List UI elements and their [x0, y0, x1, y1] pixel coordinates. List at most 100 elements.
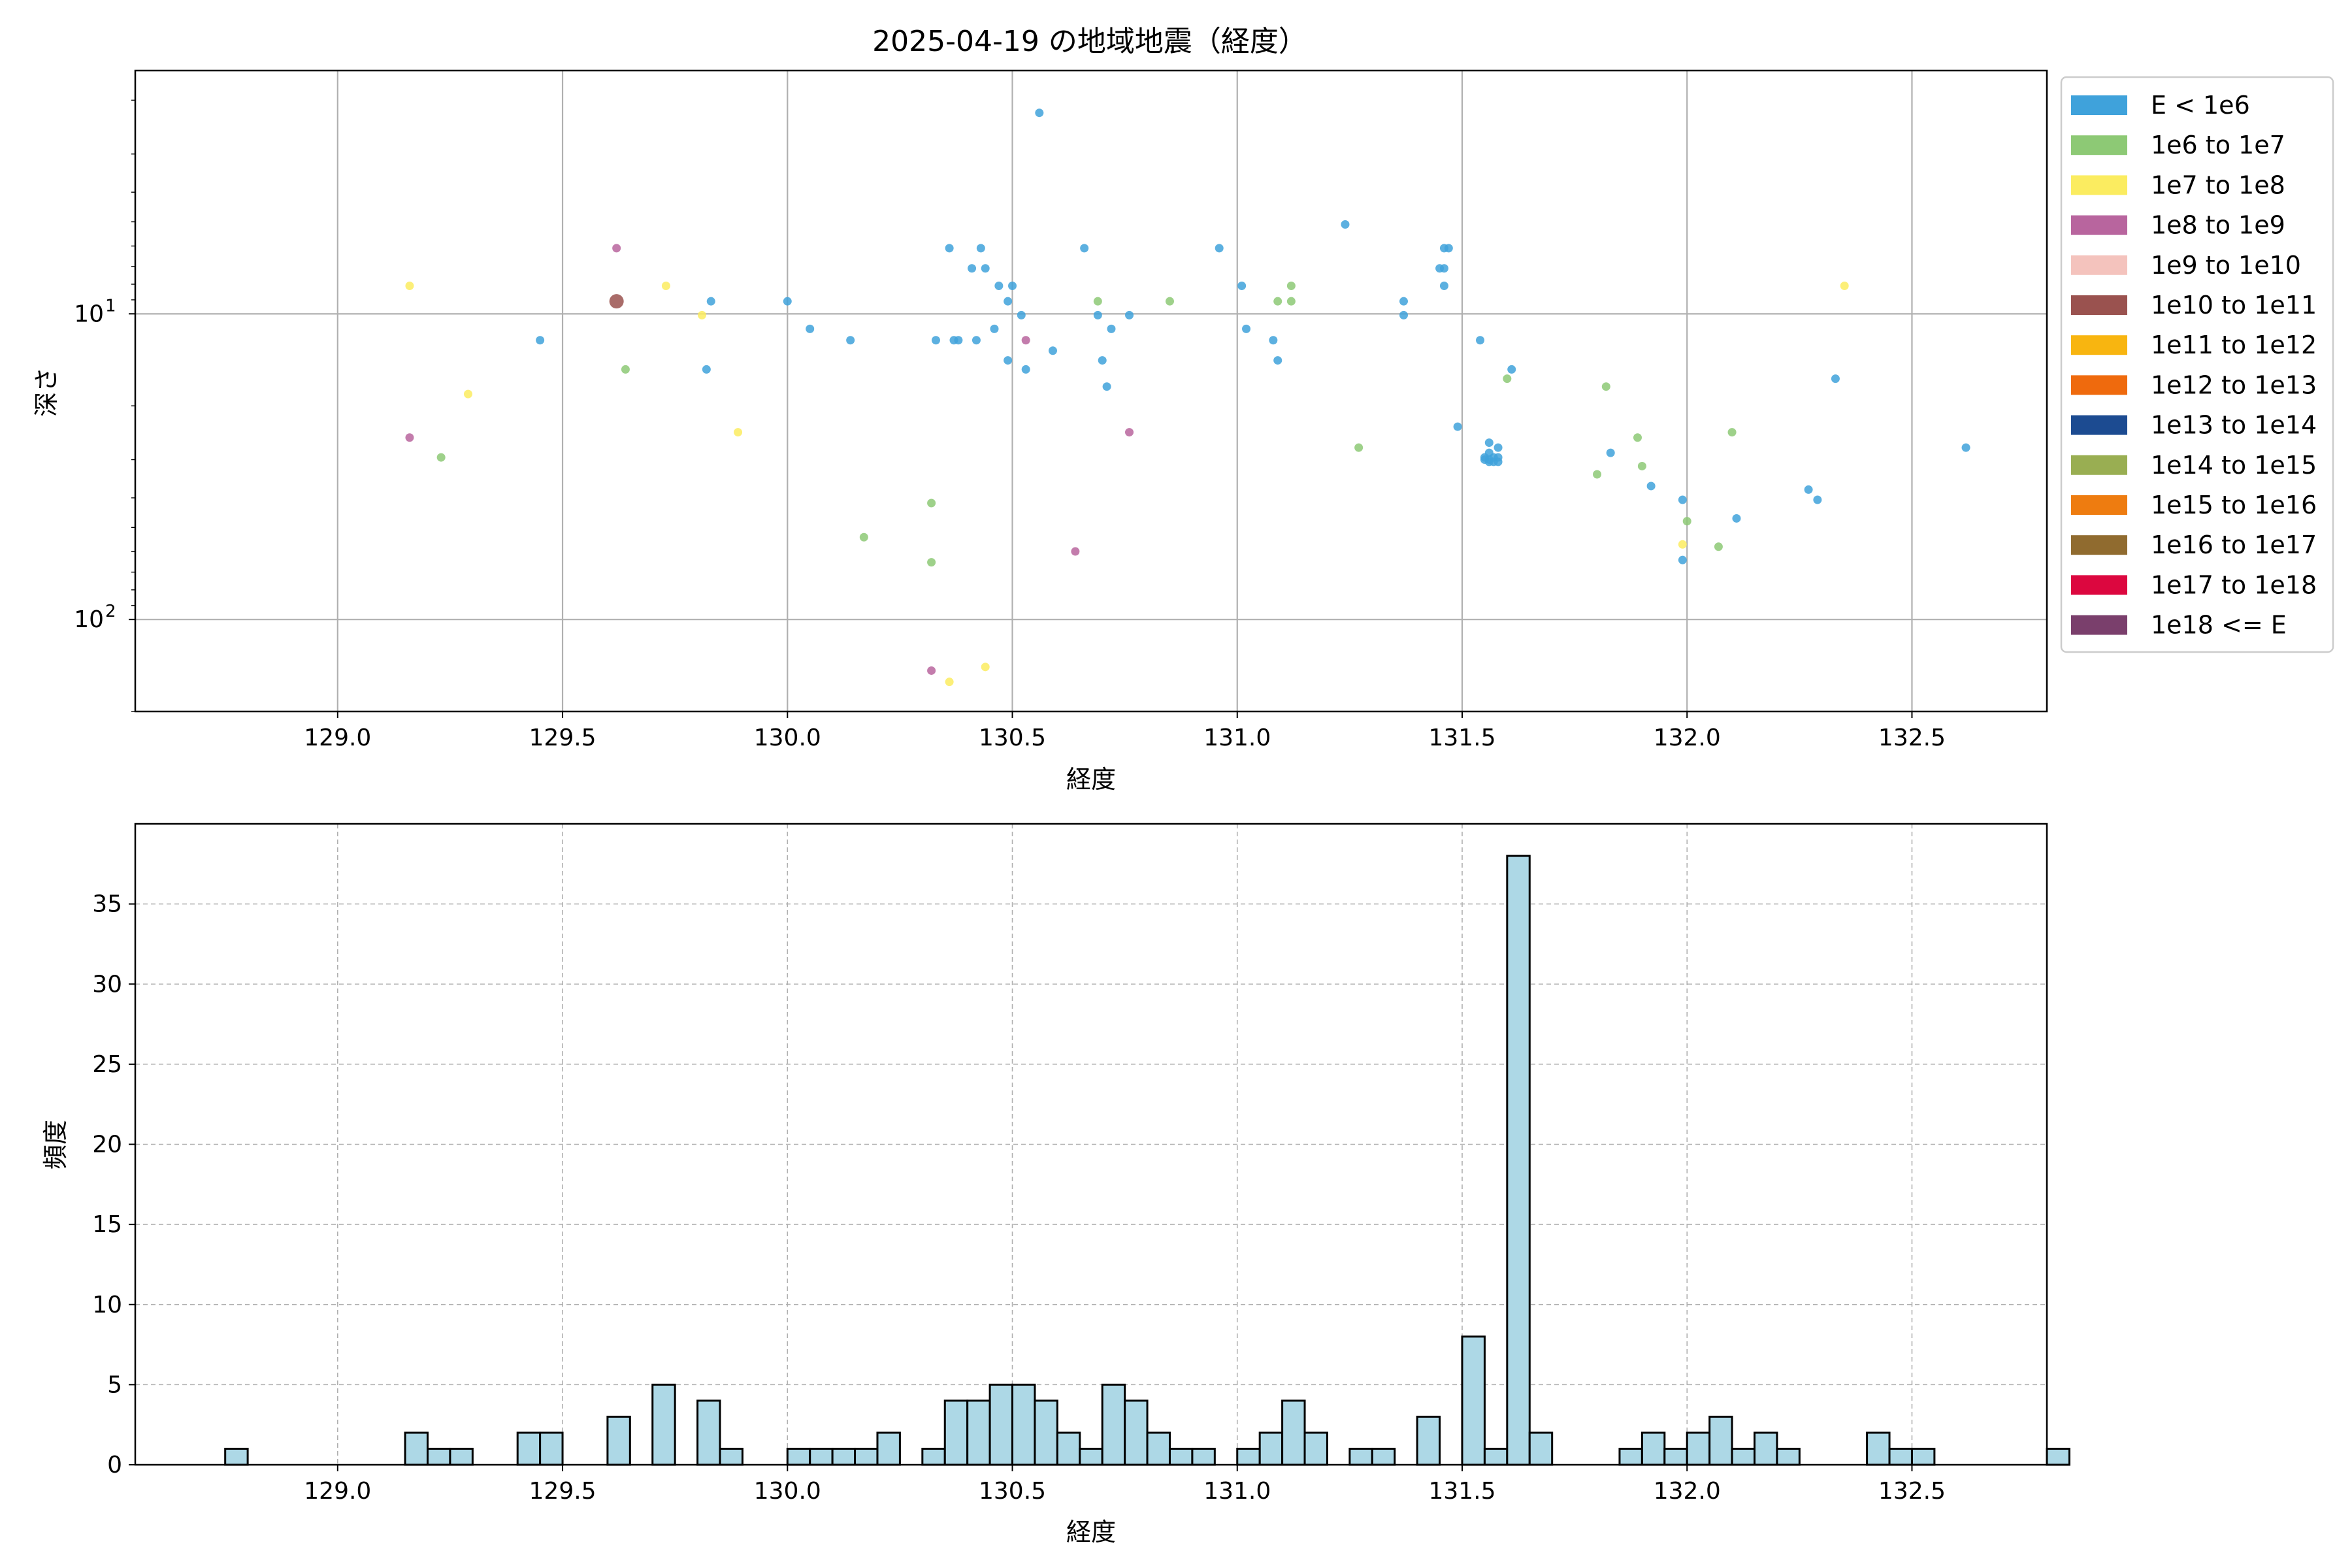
scatter-point — [994, 282, 1004, 291]
scatter-point — [1093, 310, 1102, 319]
histogram-grid — [135, 824, 2047, 1465]
legend-label: 1e15 to 1e16 — [2151, 491, 2317, 519]
histogram-bar — [943, 1399, 969, 1466]
scatter-point — [405, 282, 414, 291]
legend-swatch — [2071, 495, 2127, 515]
scatter-point — [1286, 297, 1296, 306]
histogram-x-tick-label: 131.5 — [1428, 1478, 1495, 1505]
scatter-point — [1399, 297, 1408, 306]
histogram-bar — [1303, 1431, 1328, 1466]
histogram-bar — [516, 1431, 542, 1466]
scatter-point — [846, 336, 855, 345]
scatter-point — [1004, 356, 1013, 365]
histogram-bar — [651, 1383, 676, 1466]
histogram-bar — [719, 1447, 743, 1466]
histogram-y-tick-label: 35 — [92, 891, 122, 918]
histogram-bar — [1191, 1447, 1216, 1466]
histogram-x-tick-label: 131.0 — [1203, 1478, 1271, 1505]
scatter-point — [1678, 495, 1687, 504]
legend: E < 1e6 1e6 to 1e7 1e7 to 1e8 1e8 to 1e9 1e9… — [2060, 76, 2334, 653]
scatter-x-axis-label: 経度 — [1066, 765, 1116, 794]
scatter-point — [1727, 428, 1737, 437]
histogram-x-tick-label: 130.0 — [754, 1478, 821, 1505]
scatter-point — [783, 297, 792, 306]
legend-swatch — [2071, 295, 2127, 315]
legend-label: 1e18 <= E — [2151, 611, 2287, 640]
histogram-x-tick-label: 132.0 — [1654, 1478, 1721, 1505]
legend-swatch — [2071, 615, 2127, 635]
legend-label: 1e7 to 1e8 — [2151, 171, 2285, 199]
histogram-bar — [988, 1383, 1014, 1466]
scatter-point — [1341, 220, 1350, 229]
scatter-point — [1593, 470, 1602, 479]
histogram-bar — [831, 1447, 857, 1466]
scatter-point — [1004, 297, 1013, 306]
histogram-bars — [224, 855, 2070, 1466]
legend-label: 1e17 to 1e18 — [2151, 570, 2317, 599]
histogram-bar — [1641, 1431, 1666, 1466]
scatter-point — [1242, 324, 1251, 333]
histogram-bar — [1708, 1415, 1733, 1466]
legend-swatch — [2071, 535, 2127, 555]
histogram-bar — [1124, 1399, 1149, 1466]
scatter-y-tick-exponent: 1 — [105, 296, 116, 316]
histogram-bar — [1034, 1399, 1058, 1466]
scatter-point — [1480, 455, 1489, 465]
histogram-bar — [1101, 1383, 1126, 1466]
histogram-y-tick-label: 30 — [92, 971, 122, 998]
histogram-bar — [1146, 1431, 1171, 1466]
scatter-point — [972, 336, 981, 345]
histogram-bar — [449, 1447, 474, 1466]
scatter-x-ticks: 129.0 129.5 130.0 130.5 131.0 131.5 132.0 132.5 — [304, 711, 1946, 751]
histogram-bar — [1888, 1447, 1913, 1466]
scatter-point — [1021, 336, 1030, 345]
histogram-bar — [1776, 1447, 1801, 1466]
histogram-y-ticks: 0 5 10 15 20 25 30 35 — [92, 891, 135, 1478]
scatter-point — [945, 678, 954, 687]
legend-label: 1e11 to 1e12 — [2151, 331, 2317, 359]
scatter-point — [1601, 382, 1610, 391]
scatter-point — [1048, 346, 1057, 355]
scatter-y-tick-exponent: 2 — [105, 602, 116, 621]
histogram-bar — [809, 1447, 834, 1466]
scatter-point — [931, 336, 940, 345]
histogram-bar — [921, 1447, 946, 1466]
histogram-chart: 129.0 129.5 130.0 130.5 131.0 131.5 132.0 132.5… — [41, 823, 2070, 1546]
legend-frame — [2060, 76, 2334, 653]
scatter-point — [981, 264, 990, 273]
scatter-chart: 2025-04-19 の地域地震（経度） 129.0 129.5 130.0 130.… — [32, 25, 2334, 794]
scatter-point — [1102, 382, 1111, 391]
histogram-bar — [539, 1431, 564, 1466]
scatter-point — [612, 244, 621, 253]
scatter-point — [1021, 365, 1030, 374]
histogram-x-ticks: 129.0 129.5 130.0 130.5 131.0 131.5 132.0 132.5 — [304, 1465, 1946, 1505]
scatter-point — [1165, 297, 1174, 306]
histogram-bar — [1866, 1431, 1891, 1466]
scatter-point — [1237, 282, 1247, 291]
legend-swatch — [2071, 215, 2127, 235]
scatter-point — [1637, 461, 1646, 470]
histogram-x-tick-label: 130.5 — [979, 1478, 1046, 1505]
scatter-x-tick-label: 129.0 — [304, 725, 371, 751]
scatter-point — [1125, 428, 1134, 437]
histogram-bar — [1618, 1447, 1643, 1466]
scatter-point — [436, 453, 446, 462]
scatter-point — [1503, 374, 1512, 384]
scatter-point — [1840, 282, 1849, 291]
scatter-point — [1098, 356, 1107, 365]
scatter-point — [806, 324, 815, 333]
scatter-point — [1080, 244, 1089, 253]
scatter-point — [1831, 374, 1840, 384]
scatter-point — [1732, 514, 1741, 523]
histogram-bar — [1528, 1431, 1554, 1466]
scatter-x-tick-label: 129.5 — [529, 725, 596, 751]
histogram-y-axis-label: 頻度 — [41, 1120, 70, 1169]
scatter-point — [1286, 282, 1296, 291]
scatter-point — [1961, 443, 1970, 452]
legend-label: 1e6 to 1e7 — [2151, 131, 2285, 159]
scatter-y-axis-label: 深さ — [32, 367, 61, 417]
scatter-point — [976, 244, 985, 253]
scatter-point — [1215, 244, 1224, 253]
histogram-bar — [1731, 1447, 1756, 1466]
